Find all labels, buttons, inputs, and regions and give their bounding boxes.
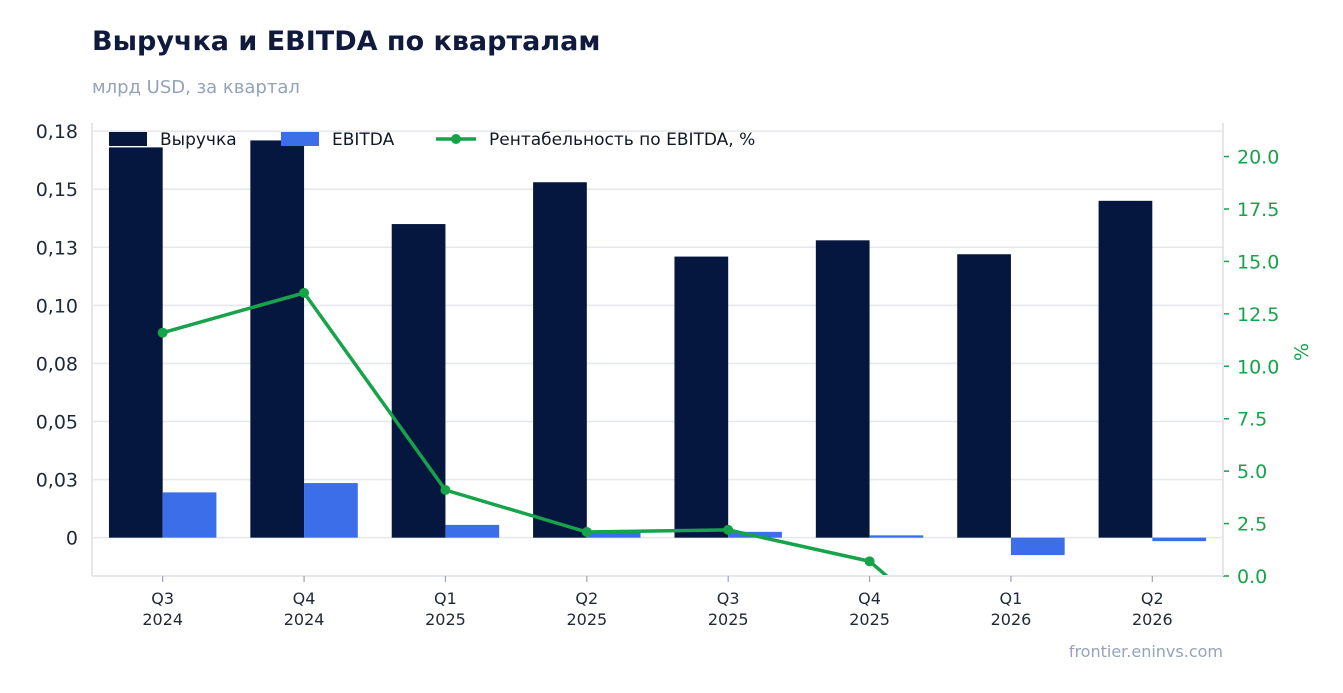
y-left-tick-label: 0,03 <box>36 470 78 492</box>
revenue-bar <box>533 182 587 538</box>
ebitda-bar <box>869 535 924 538</box>
x-tick-label: Q4 <box>293 589 316 608</box>
margin-point <box>864 556 875 567</box>
x-tick-label: 2026 <box>1132 610 1173 629</box>
legend-swatch-ebitda <box>281 132 319 146</box>
margin-point <box>299 287 310 298</box>
revenue-bar <box>1098 200 1153 538</box>
y-right-tick-label: 10.0 <box>1237 356 1279 378</box>
x-tick-label: 2026 <box>991 610 1032 629</box>
x-tick-label: 2025 <box>425 610 466 629</box>
margin-point <box>723 524 734 535</box>
y-left-tick-label: 0,08 <box>36 353 78 375</box>
x-tick-label: 2024 <box>284 610 325 629</box>
x-tick-label: Q1 <box>1000 589 1023 608</box>
margin-point <box>440 485 451 496</box>
chart-subtitle: млрд USD, за квартал <box>92 77 300 98</box>
revenue-bar <box>815 240 870 538</box>
revenue-bar <box>391 224 446 538</box>
y-right-tick-label: 20.0 <box>1237 147 1279 169</box>
x-tick-label: Q1 <box>434 589 457 608</box>
legend: Выручка EBITDA Рентабельность по EBITDA, % <box>109 130 755 150</box>
y-left-tick-label: 0 <box>66 528 78 550</box>
x-tick-label: Q2 <box>1141 589 1164 608</box>
margin-point <box>157 327 168 338</box>
y-right-tick-label: 5.0 <box>1237 461 1267 483</box>
y-right-axis-label: % <box>1291 343 1313 361</box>
y-right-tick-label: 17.5 <box>1237 199 1279 221</box>
source-note: frontier.eninvs.com <box>1068 642 1223 661</box>
y-right-tick-label: 0.0 <box>1237 566 1267 588</box>
y-left-tick-label: 0,13 <box>36 237 78 259</box>
x-tick-label: 2025 <box>849 610 890 629</box>
revenue-bar <box>674 256 729 538</box>
ebitda-bar <box>304 483 358 538</box>
margin-line <box>157 287 890 576</box>
y-left-tick-label: 0,15 <box>36 179 78 201</box>
x-tick-label: Q3 <box>151 589 174 608</box>
ebitda-bar <box>445 524 500 538</box>
y-left-tick-label: 0,18 <box>36 121 78 143</box>
y-left-tick-label: 0,10 <box>36 295 78 317</box>
ebitda-bar <box>1152 537 1207 542</box>
x-tick-label: Q4 <box>858 589 881 608</box>
x-tick-label: Q3 <box>717 589 740 608</box>
legend-marker-margin <box>451 134 461 144</box>
revenue-bar <box>250 140 305 538</box>
revenue-bar <box>957 254 1011 538</box>
axes: 0 0,03 0,05 0,08 0,10 0,13 0,15 0,18 0.0 2.5 5.0 7.… <box>36 121 1313 629</box>
revenue-bar <box>108 147 163 538</box>
legend-swatch-revenue <box>109 132 147 146</box>
y-right-tick-label: 15.0 <box>1237 251 1279 273</box>
chart-title: Выручка и EBITDA по кварталам <box>92 26 601 57</box>
y-right-tick-label: 12.5 <box>1237 304 1279 326</box>
bars <box>108 140 1207 556</box>
ebitda-bar <box>162 492 217 538</box>
legend-label-margin: Рентабельность по EBITDA, % <box>489 130 755 150</box>
x-tick-label: 2025 <box>566 610 607 629</box>
x-tick-label: Q2 <box>575 589 598 608</box>
ebitda-bar <box>1010 537 1065 556</box>
y-right-tick-label: 2.5 <box>1237 514 1267 536</box>
legend-label-revenue: Выручка <box>160 130 237 150</box>
y-right-tick-label: 7.5 <box>1237 409 1267 431</box>
ebitda-bar <box>586 530 641 538</box>
y-left-tick-label: 0,05 <box>36 412 78 434</box>
margin-point <box>581 526 592 537</box>
x-tick-label: 2024 <box>142 610 183 629</box>
legend-label-ebitda: EBITDA <box>332 130 395 150</box>
x-tick-label: 2025 <box>708 610 749 629</box>
